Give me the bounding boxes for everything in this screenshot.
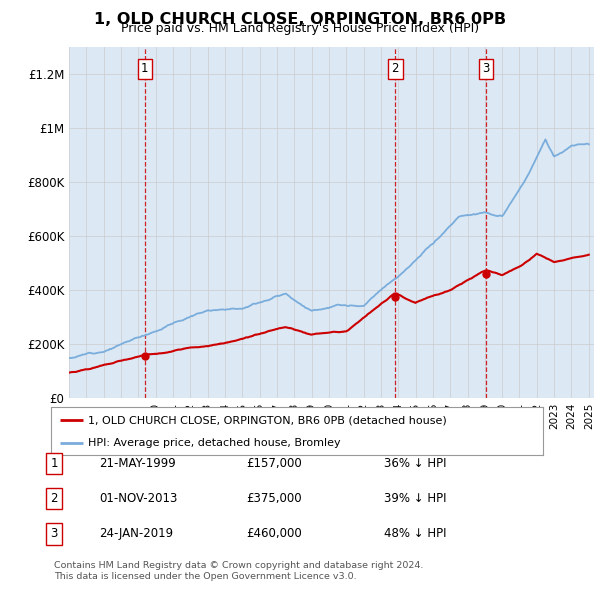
Text: Price paid vs. HM Land Registry's House Price Index (HPI): Price paid vs. HM Land Registry's House … bbox=[121, 22, 479, 35]
Text: 36% ↓ HPI: 36% ↓ HPI bbox=[384, 457, 446, 470]
Text: 1: 1 bbox=[141, 63, 149, 76]
Text: 48% ↓ HPI: 48% ↓ HPI bbox=[384, 527, 446, 540]
Text: This data is licensed under the Open Government Licence v3.0.: This data is licensed under the Open Gov… bbox=[54, 572, 356, 581]
Text: £460,000: £460,000 bbox=[246, 527, 302, 540]
Text: HPI: Average price, detached house, Bromley: HPI: Average price, detached house, Brom… bbox=[88, 438, 341, 448]
Text: 1, OLD CHURCH CLOSE, ORPINGTON, BR6 0PB (detached house): 1, OLD CHURCH CLOSE, ORPINGTON, BR6 0PB … bbox=[88, 415, 446, 425]
Text: £375,000: £375,000 bbox=[246, 492, 302, 505]
Text: 3: 3 bbox=[482, 63, 490, 76]
Text: 2: 2 bbox=[392, 63, 399, 76]
Text: 21-MAY-1999: 21-MAY-1999 bbox=[99, 457, 176, 470]
Text: 01-NOV-2013: 01-NOV-2013 bbox=[99, 492, 178, 505]
Text: Contains HM Land Registry data © Crown copyright and database right 2024.: Contains HM Land Registry data © Crown c… bbox=[54, 560, 424, 569]
Text: 1, OLD CHURCH CLOSE, ORPINGTON, BR6 0PB: 1, OLD CHURCH CLOSE, ORPINGTON, BR6 0PB bbox=[94, 12, 506, 27]
Text: 3: 3 bbox=[50, 527, 58, 540]
Text: 2: 2 bbox=[50, 492, 58, 505]
Text: 1: 1 bbox=[50, 457, 58, 470]
Text: £157,000: £157,000 bbox=[246, 457, 302, 470]
Text: 24-JAN-2019: 24-JAN-2019 bbox=[99, 527, 173, 540]
Text: 39% ↓ HPI: 39% ↓ HPI bbox=[384, 492, 446, 505]
